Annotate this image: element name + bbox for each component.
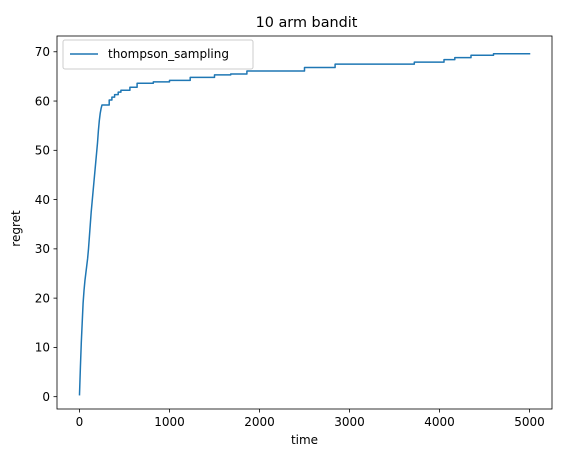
x-tick-label: 1000 (154, 415, 185, 429)
legend: thompson_sampling (62, 39, 254, 70)
y-tick-label: 70 (35, 45, 50, 59)
y-tick-label: 20 (35, 291, 50, 305)
y-tick-label: 50 (35, 144, 50, 158)
y-tick-label: 10 (35, 341, 50, 355)
series-line-thompson_sampling (78, 52, 531, 396)
y-tick-label: 60 (35, 94, 50, 108)
chart-title: 10 arm bandit (256, 15, 358, 31)
y-tick-label: 0 (42, 390, 50, 404)
x-tick-label: 4000 (424, 415, 455, 429)
y-tick-label: 40 (35, 193, 50, 207)
y-axis-label: regret (9, 210, 23, 247)
legend-entry-label: thompson_sampling (108, 47, 229, 61)
y-tick-label: 30 (35, 242, 50, 256)
x-tick-label: 3000 (334, 415, 365, 429)
x-tick-label: 5000 (514, 415, 545, 429)
legend-box (62, 39, 254, 70)
x-axis-label: time (291, 433, 318, 447)
plot-area: 0 1000 2000 3000 4000 5000 0 10 20 30 40 50 60 70 (35, 35, 553, 429)
x-tick-label: 2000 (244, 415, 275, 429)
x-tick-label: 0 (76, 415, 84, 429)
axes-frame (56, 35, 553, 410)
